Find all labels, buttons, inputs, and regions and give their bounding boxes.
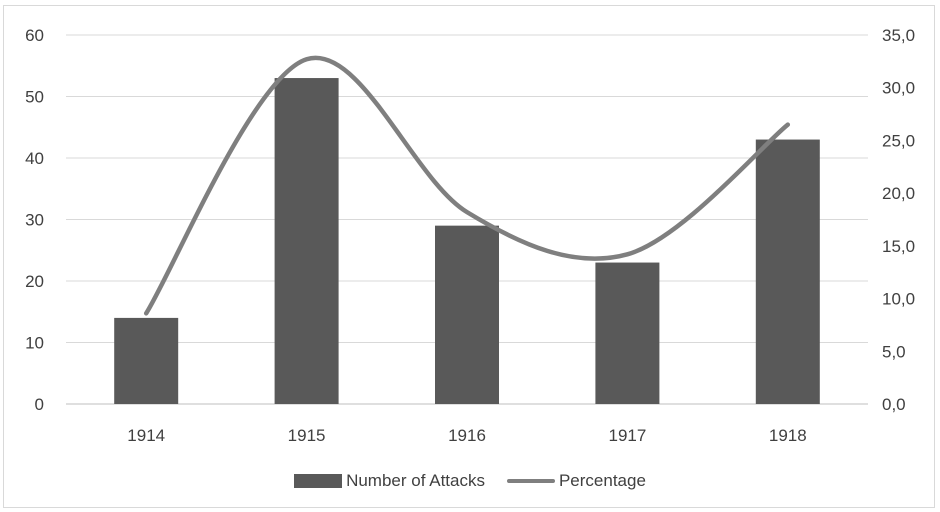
left-tick-label: 40 — [25, 149, 44, 168]
legend: Number of Attacks Percentage — [0, 468, 940, 494]
right-tick-label: 0,0 — [882, 395, 906, 414]
right-tick-label: 15,0 — [882, 237, 915, 256]
left-tick-label: 60 — [25, 26, 44, 45]
x-axis-ticks: 1914 1915 1916 1917 1918 — [127, 426, 806, 445]
left-tick-label: 20 — [25, 272, 44, 291]
gridlines — [66, 34, 868, 405]
bar-series — [114, 78, 820, 405]
left-tick-label: 30 — [25, 211, 44, 230]
bar — [274, 78, 339, 405]
bar — [595, 262, 660, 404]
x-tick-label: 1915 — [288, 426, 326, 445]
bar — [114, 317, 179, 404]
legend-bar-swatch — [294, 474, 343, 488]
legend-line-swatch — [506, 479, 555, 483]
x-tick-label: 1918 — [769, 426, 807, 445]
right-tick-label: 20,0 — [882, 184, 915, 203]
x-tick-label: 1917 — [608, 426, 646, 445]
left-axis-ticks: 0 10 20 30 40 50 60 — [25, 26, 44, 414]
bar — [755, 139, 820, 405]
percentage-line — [143, 55, 791, 316]
right-axis-ticks: 0,0 5,0 10,0 15,0 20,0 25,0 30,0 35,0 — [882, 26, 915, 414]
right-tick-label: 35,0 — [882, 26, 915, 45]
x-tick-label: 1916 — [448, 426, 486, 445]
legend-item-attacks: Number of Attacks — [294, 471, 485, 491]
right-tick-label: 5,0 — [882, 342, 906, 361]
combo-chart: 0 10 20 30 40 50 60 0,0 5,0 10,0 15,0 20,0 25,0 30,0… — [25, 26, 915, 445]
right-tick-label: 25,0 — [882, 131, 915, 150]
left-tick-label: 0 — [35, 395, 44, 414]
right-tick-label: 10,0 — [882, 290, 915, 309]
bar — [435, 225, 499, 404]
line-series — [143, 55, 791, 316]
legend-label-attacks: Number of Attacks — [346, 471, 485, 490]
legend-item-percentage: Percentage — [506, 471, 646, 491]
left-tick-label: 50 — [25, 88, 44, 107]
right-tick-label: 30,0 — [882, 79, 915, 98]
x-tick-label: 1914 — [127, 426, 165, 445]
legend-label-percentage: Percentage — [558, 471, 646, 490]
left-tick-label: 10 — [25, 334, 44, 353]
